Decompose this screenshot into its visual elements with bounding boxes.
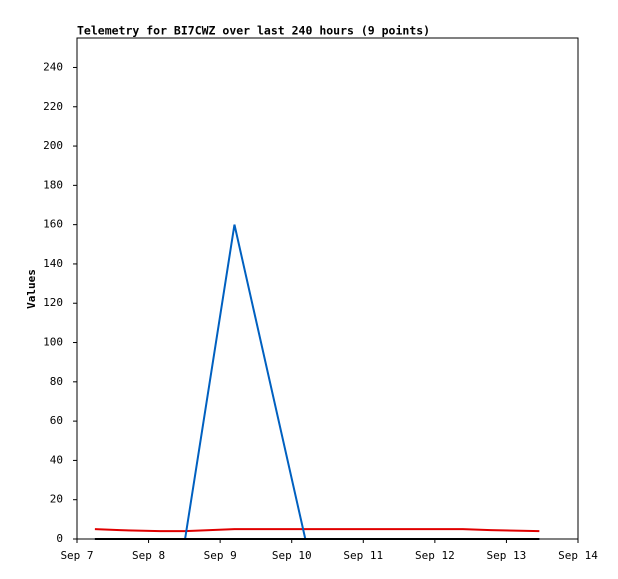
y-tick-label: 180 [43,178,63,191]
y-tick-label: 140 [43,257,63,270]
y-tick-label: 0 [56,532,63,545]
plot-frame [76,37,579,540]
y-tick-label: 240 [43,60,63,73]
x-tick-label: Sep 8 [132,549,165,562]
series-line [94,224,540,540]
x-tick-label: Sep 7 [60,549,93,562]
y-tick-label: 220 [43,100,63,113]
x-tick-label: Sep 9 [204,549,237,562]
y-tick-label: 80 [50,375,63,388]
y-axis-label: Values [25,269,38,309]
x-tick-label: Sep 10 [272,549,312,562]
x-tick-label: Sep 14 [558,549,598,562]
y-tick-label: 60 [50,414,63,427]
y-tick-label: 40 [50,453,63,466]
y-tick-label: 120 [43,296,63,309]
y-tick-label: 200 [43,139,63,152]
x-tick-label: Sep 13 [487,549,527,562]
series-line [94,528,540,533]
chart-title: Telemetry for BI7CWZ over last 240 hours… [77,24,430,38]
x-tick-label: Sep 11 [343,549,383,562]
x-tick-label: Sep 12 [415,549,455,562]
y-tick-label: 160 [43,218,63,231]
y-tick-label: 20 [50,493,63,506]
y-tick-label: 100 [43,336,63,349]
